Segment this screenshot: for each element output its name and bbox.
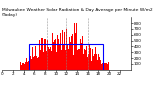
Bar [62,30,63,70]
Bar [105,63,106,70]
Bar [41,38,42,70]
Bar [38,57,39,70]
Bar [82,36,83,70]
Bar [75,40,76,70]
Bar [24,64,25,70]
Bar [20,62,21,70]
Bar [34,56,35,70]
Bar [39,40,40,70]
Bar [106,63,107,70]
Bar [95,55,96,70]
Bar [74,23,75,70]
Bar [85,50,86,70]
Bar [90,48,91,70]
Bar [81,43,82,70]
Bar [35,46,36,70]
Bar [60,33,61,70]
Bar [83,33,84,70]
Bar [88,54,89,70]
Bar [52,33,53,70]
Bar [29,56,30,70]
Bar [93,56,94,70]
Bar [48,47,49,70]
Bar [43,52,44,70]
Bar [94,54,95,70]
Bar [84,49,85,70]
Bar [79,49,80,70]
Bar [87,45,88,70]
Bar [27,62,28,70]
Bar [40,50,41,70]
Bar [29,44,104,70]
Bar [21,65,22,70]
Bar [33,57,34,70]
Bar [46,51,47,70]
Text: Milwaukee Weather Solar Radiation & Day Average per Minute W/m2 (Today): Milwaukee Weather Solar Radiation & Day … [2,8,152,17]
Bar [99,52,100,70]
Bar [67,44,68,70]
Bar [72,34,73,70]
Bar [100,60,101,70]
Bar [32,47,33,70]
Bar [76,23,77,70]
Bar [65,50,66,70]
Bar [58,39,59,70]
Bar [91,43,92,70]
Bar [80,39,81,70]
Bar [71,36,72,70]
Bar [50,47,51,70]
Bar [44,39,45,70]
Bar [101,64,102,70]
Bar [51,51,52,70]
Bar [107,61,108,70]
Bar [73,55,74,70]
Bar [55,39,56,70]
Bar [98,54,99,70]
Bar [47,40,48,70]
Bar [42,38,43,70]
Bar [70,42,71,70]
Bar [64,32,65,70]
Bar [69,37,70,70]
Bar [77,50,78,70]
Bar [96,54,97,70]
Bar [23,63,24,70]
Bar [66,29,67,70]
Bar [68,49,69,70]
Bar [92,49,93,70]
Bar [31,59,32,70]
Bar [103,60,104,70]
Bar [78,49,79,70]
Bar [54,40,55,70]
Bar [37,58,38,70]
Bar [89,44,90,70]
Bar [61,50,62,70]
Bar [28,61,29,70]
Bar [104,63,105,70]
Bar [97,60,98,70]
Bar [30,56,31,70]
Bar [57,35,58,70]
Bar [45,39,46,70]
Bar [49,49,50,70]
Bar [102,63,103,70]
Bar [63,45,64,70]
Bar [56,52,57,70]
Bar [86,46,87,70]
Bar [25,62,26,70]
Bar [59,44,60,70]
Bar [22,63,23,70]
Bar [36,56,37,70]
Bar [108,62,109,70]
Bar [26,58,27,70]
Bar [53,42,54,70]
